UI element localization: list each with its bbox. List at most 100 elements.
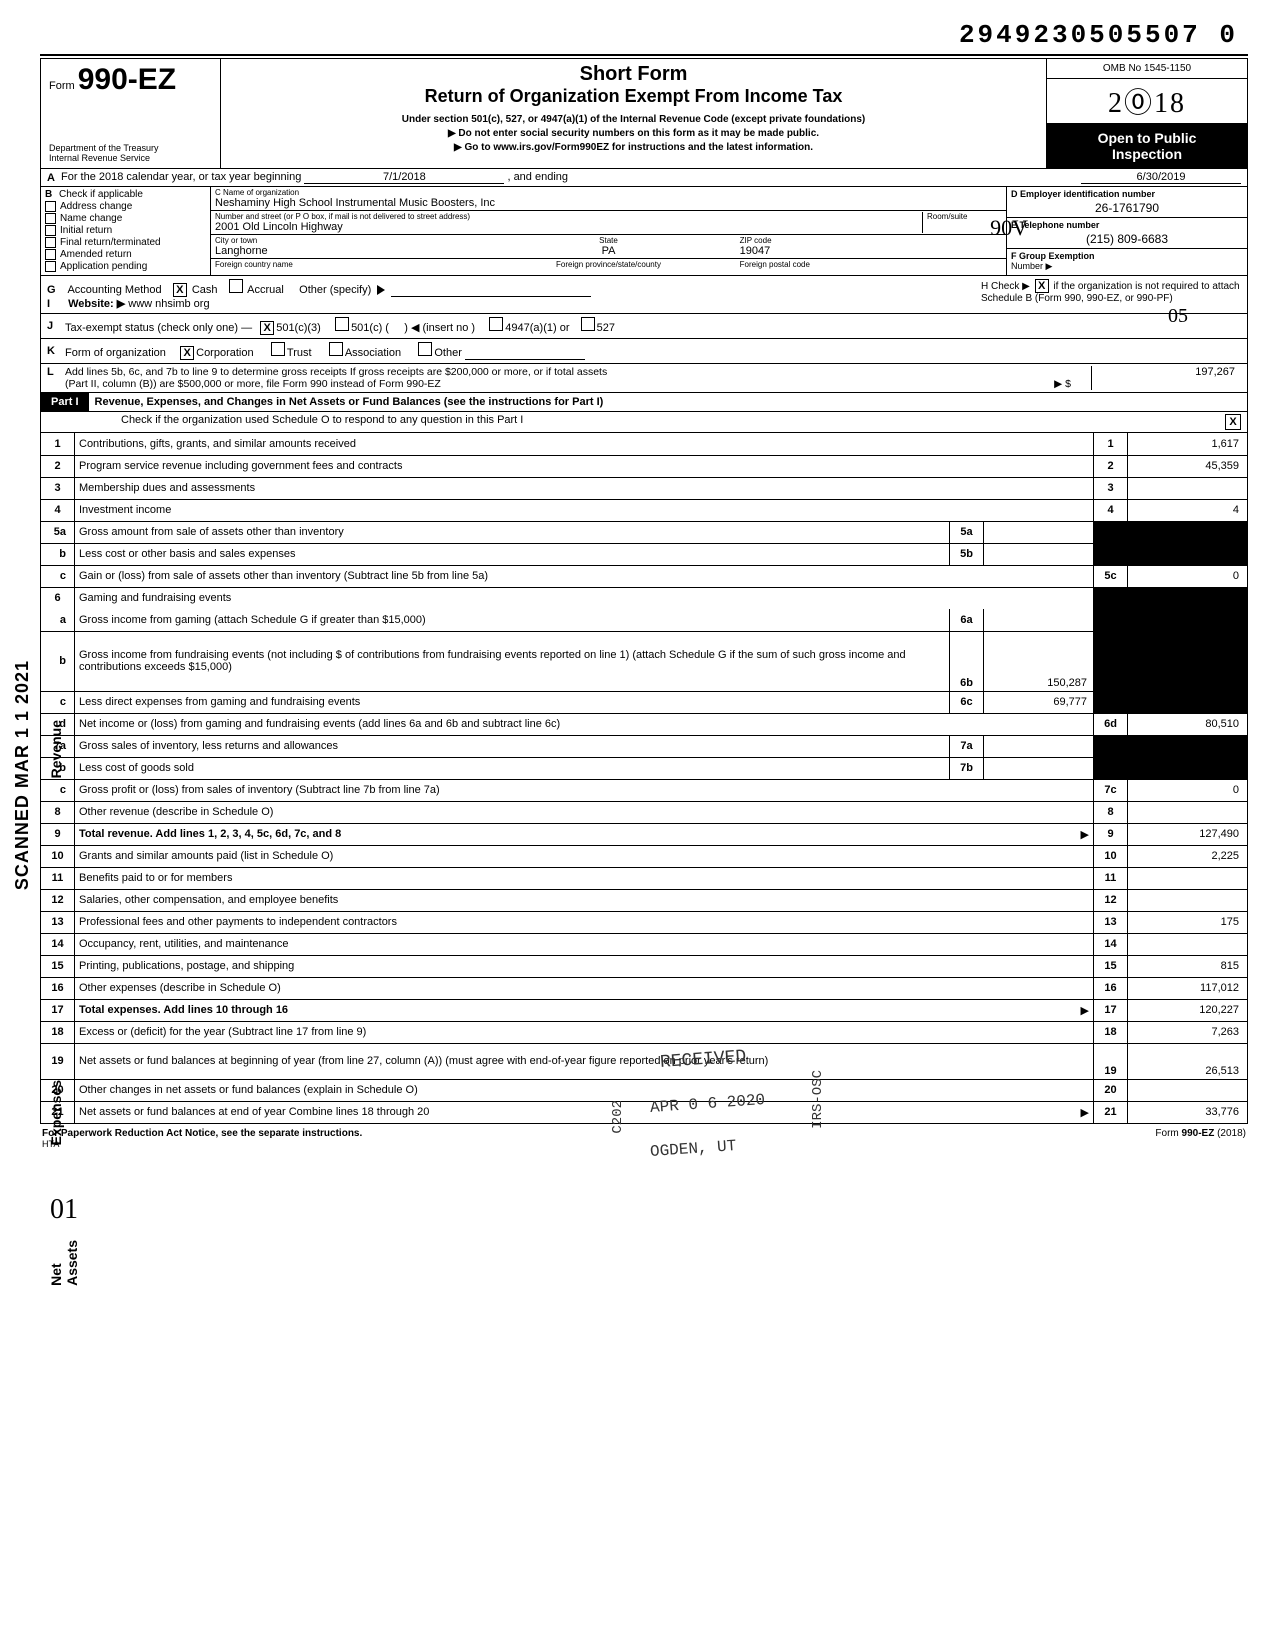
r6c-sh2 xyxy=(1128,691,1248,713)
line-a-pre: For the 2018 calendar year, or tax year … xyxy=(61,171,301,183)
r5c-d: Gain or (loss) from sale of assets other… xyxy=(75,565,1094,587)
tax-year-end: 6/30/2019 xyxy=(1081,171,1241,184)
line-g-i-h: G Accounting Method X Cash Accrual Other… xyxy=(40,276,1248,314)
r7a-mn: 7a xyxy=(950,735,984,757)
r9-d: Total revenue. Add lines 1, 2, 3, 4, 5c,… xyxy=(75,823,1094,845)
row-13: 13Professional fees and other payments t… xyxy=(41,911,1248,933)
footer: For Paperwork Reduction Act Notice, see … xyxy=(40,1124,1248,1154)
r11-n: 11 xyxy=(41,867,75,889)
r9-arrow: ▶ xyxy=(1081,828,1089,841)
chk-4947[interactable] xyxy=(489,317,503,331)
chk-address-change[interactable] xyxy=(45,201,56,212)
chk-app-pending[interactable] xyxy=(45,261,56,272)
r8-d: Other revenue (describe in Schedule O) xyxy=(75,801,1094,823)
dept-line2: Internal Revenue Service xyxy=(49,154,212,164)
arrow-icon xyxy=(377,285,385,295)
row-5a: 5aGross amount from sale of assets other… xyxy=(41,521,1248,543)
chk-cash[interactable]: X xyxy=(173,283,187,297)
row-17: 17Total expenses. Add lines 10 through 1… xyxy=(41,999,1248,1021)
chk-final-return[interactable] xyxy=(45,237,56,248)
r18-n: 18 xyxy=(41,1021,75,1043)
r6c-mv: 69,777 xyxy=(984,691,1094,713)
chk-association[interactable] xyxy=(329,342,343,356)
r6a-sh xyxy=(1094,609,1128,631)
chk-label-5: Application pending xyxy=(60,261,147,272)
r7b-d: Less cost of goods sold xyxy=(75,757,950,779)
chk-corporation[interactable]: X xyxy=(180,346,194,360)
r7c-d: Gross profit or (loss) from sales of inv… xyxy=(75,779,1094,801)
chk-other-org[interactable] xyxy=(418,342,432,356)
cash-label: Cash xyxy=(192,284,218,296)
open-line1: Open to Public xyxy=(1049,130,1245,146)
chk-amended[interactable] xyxy=(45,249,56,260)
r5a-n: 5a xyxy=(41,521,75,543)
r21-rv: 33,776 xyxy=(1128,1101,1248,1123)
r17-rn: 17 xyxy=(1094,999,1128,1021)
row-5c: cGain or (loss) from sale of assets othe… xyxy=(41,565,1248,587)
row-6d: dNet income or (loss) from gaming and fu… xyxy=(41,713,1248,735)
row-7a: 7aGross sales of inventory, less returns… xyxy=(41,735,1248,757)
part1-header: Part I Revenue, Expenses, and Changes in… xyxy=(40,393,1248,412)
r15-rn: 15 xyxy=(1094,955,1128,977)
r5c-n: c xyxy=(41,565,75,587)
line-a-mid: , and ending xyxy=(507,171,568,183)
chk-accrual[interactable] xyxy=(229,279,243,293)
form-number: Form 990-EZ xyxy=(49,63,212,97)
row-2: 2Program service revenue including gover… xyxy=(41,455,1248,477)
r11-d: Benefits paid to or for members xyxy=(75,867,1094,889)
financial-table: 1Contributions, gifts, grants, and simil… xyxy=(40,433,1248,1124)
state-label: State xyxy=(477,236,739,245)
r6-sh2 xyxy=(1128,587,1248,609)
ein-label: D Employer identification number xyxy=(1011,189,1243,199)
subtitle-2: ▶ Do not enter social security numbers o… xyxy=(227,127,1040,141)
chk-501c3[interactable]: X xyxy=(260,321,274,335)
chk-527[interactable] xyxy=(581,317,595,331)
chk-trust[interactable] xyxy=(271,342,285,356)
street-address: 2001 Old Lincoln Highway xyxy=(215,221,922,233)
r5b-n: b xyxy=(41,543,75,565)
r6b-mn: 6b xyxy=(950,631,984,691)
r16-rn: 16 xyxy=(1094,977,1128,999)
r5b-mv xyxy=(984,543,1094,565)
r2-n: 2 xyxy=(41,455,75,477)
part1-sub-text: Check if the organization used Schedule … xyxy=(121,414,1225,430)
r8-rn: 8 xyxy=(1094,801,1128,823)
other-specify-label: Other (specify) xyxy=(299,284,371,296)
r5c-rn: 5c xyxy=(1094,565,1128,587)
zip: 19047 xyxy=(740,245,1002,257)
chk-initial-return[interactable] xyxy=(45,225,56,236)
row-9: 9Total revenue. Add lines 1, 2, 3, 4, 5c… xyxy=(41,823,1248,845)
chk-501c[interactable] xyxy=(335,317,349,331)
row-7c: cGross profit or (loss) from sales of in… xyxy=(41,779,1248,801)
chk-schedule-b[interactable]: X xyxy=(1035,279,1049,293)
r2-d: Program service revenue including govern… xyxy=(75,455,1094,477)
r16-rv: 117,012 xyxy=(1128,977,1248,999)
r16-n: 16 xyxy=(41,977,75,999)
r6a-mn: 6a xyxy=(950,609,984,631)
r7a-mv xyxy=(984,735,1094,757)
r15-d: Printing, publications, postage, and shi… xyxy=(75,955,1094,977)
r1-rn: 1 xyxy=(1094,433,1128,455)
vlabel-netassets: Net Assets xyxy=(48,1240,80,1286)
row-14: 14Occupancy, rent, utilities, and mainte… xyxy=(41,933,1248,955)
r7c-n: c xyxy=(41,779,75,801)
header-mid: Short Form Return of Organization Exempt… xyxy=(221,59,1047,168)
row-5b: bLess cost or other basis and sales expe… xyxy=(41,543,1248,565)
r17-arrow: ▶ xyxy=(1081,1004,1089,1017)
r6a-d: Gross income from gaming (attach Schedul… xyxy=(75,609,950,631)
r10-rn: 10 xyxy=(1094,845,1128,867)
r7b-sh2 xyxy=(1128,757,1248,779)
r17-d: Total expenses. Add lines 10 through 16▶ xyxy=(75,999,1094,1021)
title-return: Return of Organization Exempt From Incom… xyxy=(227,86,1040,107)
r10-n: 10 xyxy=(41,845,75,867)
website-label: Website: ▶ xyxy=(68,298,125,310)
handwritten-05: 05 xyxy=(1168,305,1188,328)
row-16: 16Other expenses (describe in Schedule O… xyxy=(41,977,1248,999)
r7c-rn: 7c xyxy=(1094,779,1128,801)
r3-rv xyxy=(1128,477,1248,499)
r7c-rv: 0 xyxy=(1128,779,1248,801)
chk-schedule-o[interactable]: X xyxy=(1225,414,1241,430)
chk-name-change[interactable] xyxy=(45,213,56,224)
label-j: J xyxy=(47,320,65,332)
r7b-mv xyxy=(984,757,1094,779)
